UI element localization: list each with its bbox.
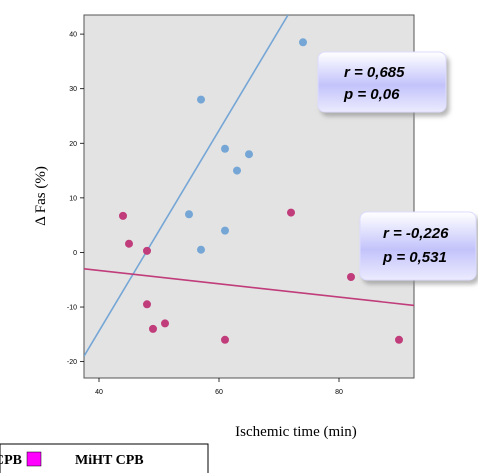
data-point-cpb [197,95,205,104]
data-point-miht-cpb [119,211,127,220]
data-point-miht-cpb [347,273,355,282]
y-tick-label: 10 [69,195,77,202]
regression-lines [84,15,414,357]
data-point-cpb [233,166,241,175]
y-tick-label: 20 [69,141,77,148]
data-point-miht-cpb [395,335,403,344]
data-point-miht-cpb [143,246,151,255]
cpb-p-value: p = 0,06 [343,86,400,103]
cpb-r-value: r = 0,685 [344,64,405,81]
legend-label-cpb: CPB [0,453,22,468]
data-point-cpb [245,150,253,159]
x-tick-label: 40 [95,389,103,396]
data-point-cpb [221,144,229,153]
x-tick-label: 60 [215,389,223,396]
data-point-miht-cpb [149,324,157,333]
regression-line-miht-cpb [84,268,414,307]
data-point-miht-cpb [125,239,133,248]
y-axis-label: Δ Fas (%) [33,166,49,226]
data-point-cpb [299,38,307,47]
stat-box-miht-cpb: r = -0,226 p = 0,531 [359,211,477,281]
x-tick-label: 80 [335,389,343,396]
data-point-cpb [221,226,229,235]
data-point-miht-cpb [161,319,169,328]
miht-r-value: r = -0,226 [383,225,449,242]
y-tick-label: -20 [67,359,77,366]
legend: CPB MiHT CPB [0,443,209,473]
y-tick-label: 30 [69,86,77,93]
legend-swatch-miht [26,451,42,467]
data-point-cpb [185,210,193,219]
data-point-miht-cpb [221,335,229,344]
axis-ticks: -20 -10 0 10 20 30 40 40 60 80 [67,32,343,396]
miht-p-value: p = 0,531 [382,249,447,266]
y-tick-label: -10 [67,305,77,312]
data-point-cpb [197,245,205,254]
regression-line-cpb [84,15,289,357]
y-tick-label: 40 [69,32,77,39]
legend-label-miht-cpb: MiHT CPB [75,453,144,468]
stat-box-cpb: r = 0,685 p = 0,06 [317,51,447,113]
x-axis-label: Ischemic time (min) [235,424,357,440]
y-tick-label: 0 [73,250,77,257]
data-point-miht-cpb [143,300,151,309]
data-point-miht-cpb [287,208,295,217]
data-points [119,38,403,344]
